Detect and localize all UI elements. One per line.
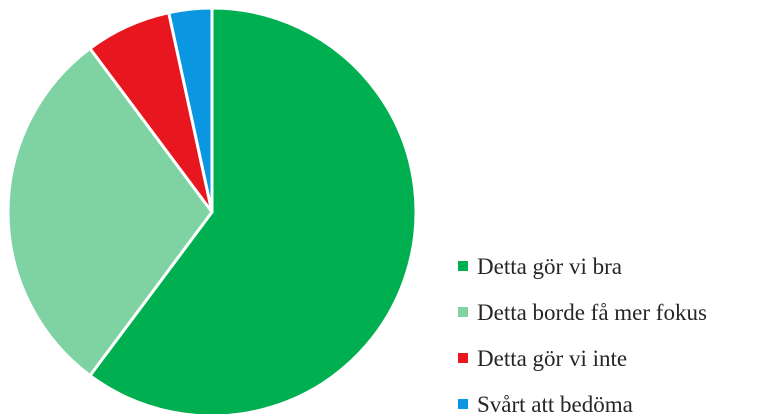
legend-label-2: Detta borde få mer fokus — [477, 300, 707, 325]
pie-slice-2 — [6, 46, 214, 378]
legend-item-2: Detta borde få mer fokus — [458, 300, 707, 325]
legend-swatch-2 — [458, 307, 468, 317]
legend-label-1: Detta gör vi bra — [477, 254, 622, 279]
pie-slices — [6, 6, 418, 418]
legend-item-1: Detta gör vi bra — [458, 254, 622, 279]
legend-item-4: Svårt att bedöma — [458, 392, 633, 417]
legend-label-3: Detta gör vi inte — [477, 346, 627, 371]
legend-swatch-1 — [458, 261, 468, 271]
legend: Detta gör vi bra Detta borde få mer fokus… — [458, 254, 707, 417]
pie-slice-4 — [167, 6, 214, 214]
legend-swatch-3 — [458, 353, 468, 363]
legend-label-4: Svårt att bedöma — [477, 392, 633, 414]
legend-swatch-4 — [458, 399, 468, 409]
legend-item-3: Detta gör vi inte — [458, 346, 627, 371]
